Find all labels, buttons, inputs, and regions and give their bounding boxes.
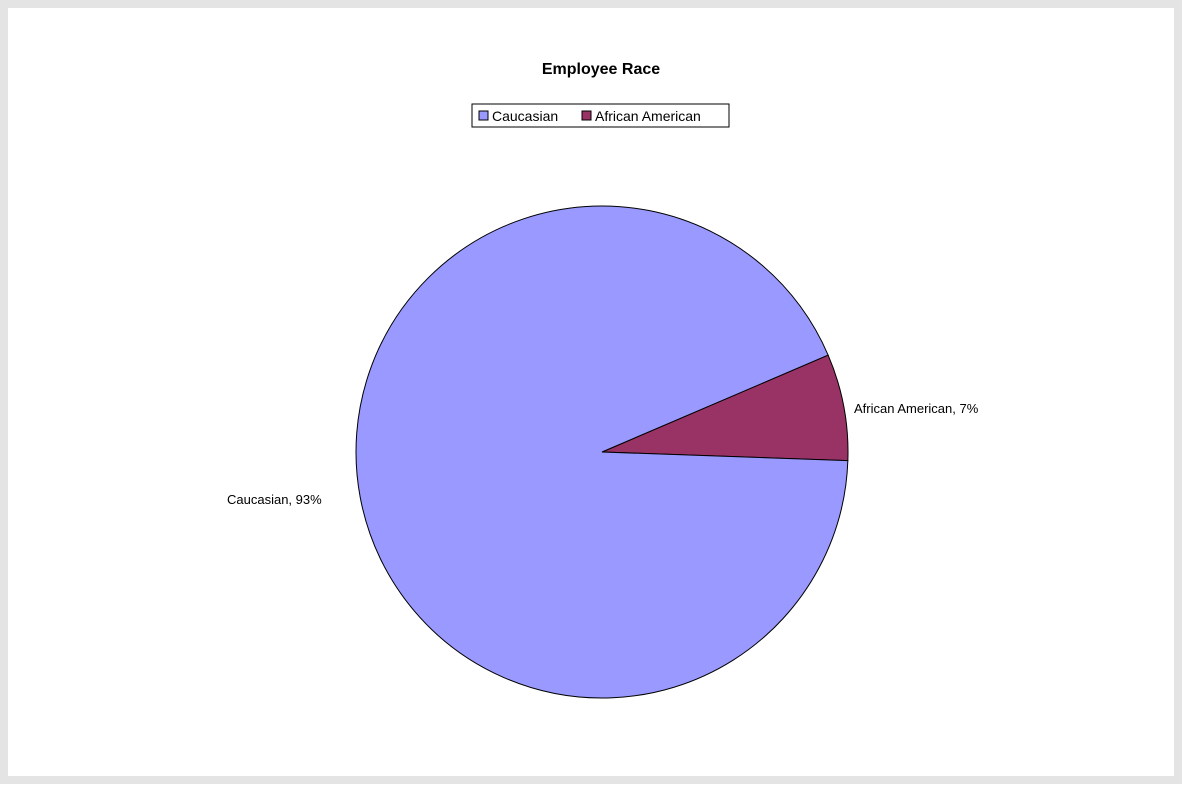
chart-canvas: Employee Race Caucasian African American… — [227, 61, 979, 699]
data-label-caucasian: Caucasian, 93% — [227, 492, 322, 507]
legend-label-african-american: African American — [595, 108, 701, 124]
pie-slice-african-american — [601, 354, 849, 462]
legend-swatch-african-american — [581, 110, 592, 121]
legend-label-caucasian: Caucasian — [492, 108, 558, 124]
chart-title: Employee Race — [542, 61, 660, 78]
legend-swatch-caucasian — [478, 110, 489, 121]
legend-box — [471, 103, 730, 128]
pie-slice-caucasian — [355, 205, 849, 699]
legend: Caucasian African American — [471, 103, 730, 128]
pie-slices — [355, 205, 849, 699]
data-label-african-american: African American, 7% — [854, 401, 979, 416]
